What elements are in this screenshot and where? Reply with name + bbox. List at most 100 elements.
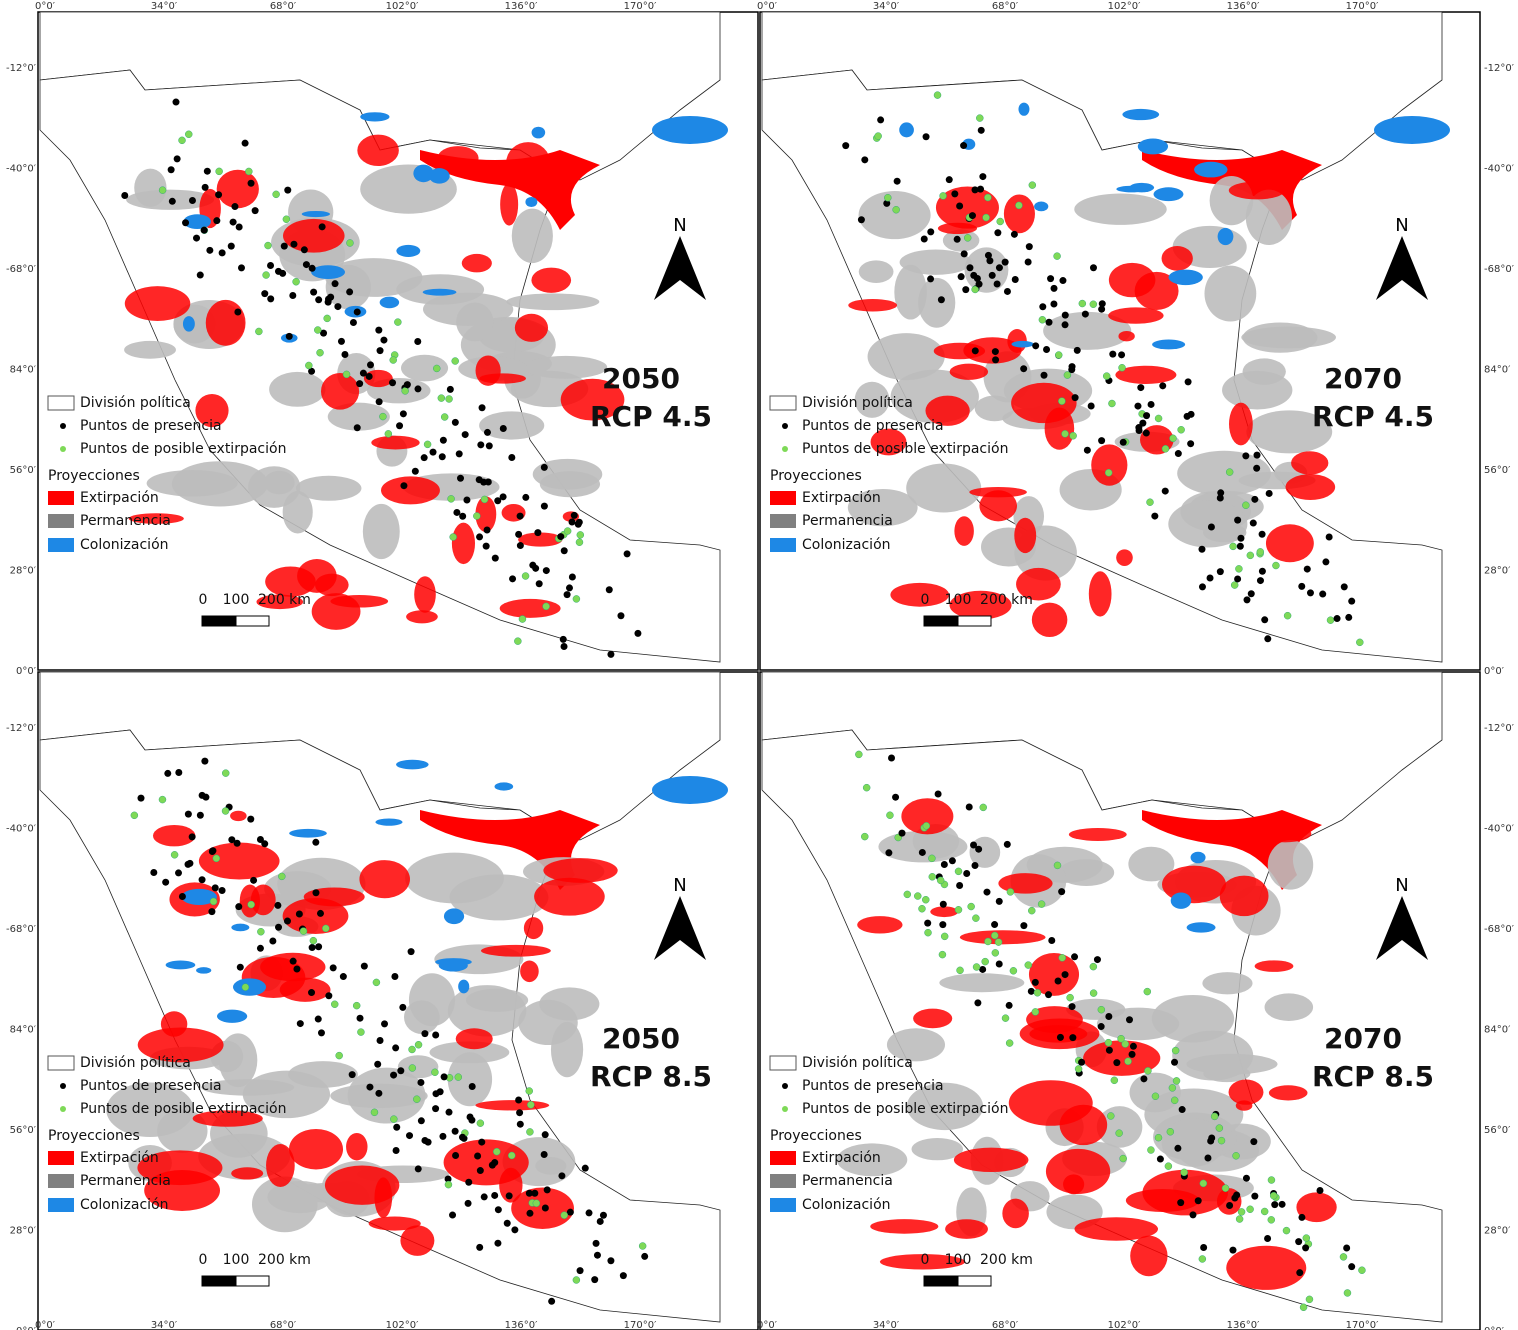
- presence-point: [582, 1165, 589, 1172]
- presence-point: [620, 1272, 627, 1279]
- longitude-label: 136°0′: [1227, 1, 1260, 12]
- extirpation-point: [222, 770, 229, 777]
- extirpation-point: [171, 851, 178, 858]
- extirpation-area: [374, 1177, 392, 1218]
- north-label: N: [1395, 875, 1408, 896]
- latitude-label: -68°0′: [6, 924, 37, 935]
- extirpation-point: [1015, 202, 1022, 209]
- presence-point: [1032, 979, 1039, 986]
- extirpation-point: [1356, 639, 1363, 646]
- presence-point: [500, 425, 507, 432]
- panel-year: 2070: [1324, 362, 1402, 395]
- extirpation-point: [185, 131, 192, 138]
- longitude-label: 34°0′: [873, 1320, 900, 1330]
- presence-point: [1244, 596, 1251, 603]
- presence-point: [456, 450, 463, 457]
- extirpation-point: [1162, 445, 1169, 452]
- colonization-area: [525, 197, 537, 207]
- permanence-area: [1058, 859, 1114, 886]
- presence-point: [1266, 490, 1273, 497]
- colonization-area: [1169, 270, 1203, 286]
- presence-point: [315, 1016, 322, 1023]
- extirpation-area: [406, 610, 438, 623]
- panel-year: 2050: [602, 362, 680, 395]
- presence-point: [462, 431, 469, 438]
- extirpation-point: [131, 812, 138, 819]
- presence-point: [381, 1020, 388, 1027]
- legend-label: Extirpación: [80, 1150, 159, 1166]
- colonization-area: [1122, 109, 1159, 120]
- presence-point: [457, 475, 464, 482]
- scale-black: [924, 616, 958, 626]
- presence-point: [1098, 306, 1105, 313]
- legend-label: Proyecciones: [48, 468, 140, 484]
- latitude-label: 28°0′: [1484, 566, 1511, 577]
- longitude-label: 0°0′: [35, 1320, 56, 1330]
- extirpation-point: [431, 1069, 438, 1076]
- presence-point: [641, 1253, 648, 1260]
- extirpation-point: [1181, 1169, 1188, 1176]
- presence-point: [974, 999, 981, 1006]
- legend-label: División política: [802, 1055, 913, 1071]
- presence-point: [315, 296, 322, 303]
- extirpation-point: [1090, 301, 1097, 308]
- presence-point: [1345, 614, 1352, 621]
- presence-point: [484, 526, 491, 533]
- presence-point: [921, 236, 928, 243]
- presence-point: [1094, 956, 1101, 963]
- colonization-area: [458, 980, 469, 994]
- extirpation-point: [1062, 430, 1069, 437]
- extirpation-point: [1233, 1152, 1240, 1159]
- presence-point: [308, 989, 315, 996]
- longitude-label: 102°0′: [1108, 1320, 1141, 1330]
- presence-point: [1208, 523, 1215, 530]
- longitude-label: 102°0′: [386, 1, 419, 12]
- latitude-label: 0°0′: [1484, 666, 1505, 677]
- presence-point: [248, 180, 255, 187]
- latitude-label: -68°0′: [6, 264, 37, 275]
- presence-point: [899, 830, 906, 837]
- presence-point: [465, 1179, 472, 1186]
- extirpation-area: [969, 487, 1027, 497]
- presence-point: [1217, 568, 1224, 575]
- colonization-area: [231, 924, 249, 932]
- latitude-label: -68°0′: [1484, 264, 1515, 275]
- presence-point: [421, 1030, 428, 1037]
- presence-point: [432, 1090, 439, 1097]
- extirpation-area: [954, 516, 974, 546]
- extirpation-area: [870, 1219, 938, 1234]
- extirpation-point: [450, 534, 457, 541]
- extirpation-point: [273, 191, 280, 198]
- extirpation-point: [493, 1148, 500, 1155]
- permanence-area: [248, 466, 300, 508]
- presence-point: [1326, 533, 1333, 540]
- presence-point: [179, 893, 186, 900]
- extirpation-area: [531, 268, 571, 293]
- presence-point: [958, 273, 965, 280]
- extirpation-area: [266, 1144, 295, 1187]
- presence-point: [526, 1210, 533, 1217]
- presence-point: [1026, 243, 1033, 250]
- presence-point: [325, 992, 332, 999]
- legend-extirpation-point: [782, 1106, 788, 1112]
- presence-point: [1271, 1201, 1278, 1208]
- presence-point: [1251, 496, 1258, 503]
- presence-point: [1341, 583, 1348, 590]
- presence-point: [1012, 276, 1019, 283]
- presence-point: [1174, 1145, 1181, 1152]
- presence-point: [1074, 347, 1081, 354]
- extirpation-area: [359, 860, 410, 898]
- extirpation-point: [293, 278, 300, 285]
- presence-point: [1048, 937, 1055, 944]
- extirpation-point: [955, 906, 962, 913]
- extirpation-point: [1147, 1147, 1154, 1154]
- extirpation-point: [213, 855, 220, 862]
- colonization-area: [196, 967, 211, 974]
- longitude-label: 102°0′: [386, 1320, 419, 1330]
- presence-point: [940, 901, 947, 908]
- extirpation-point: [394, 319, 401, 326]
- presence-point: [392, 1044, 399, 1051]
- presence-point: [290, 241, 297, 248]
- presence-point: [996, 898, 1003, 905]
- extirpation-point: [1247, 1206, 1254, 1213]
